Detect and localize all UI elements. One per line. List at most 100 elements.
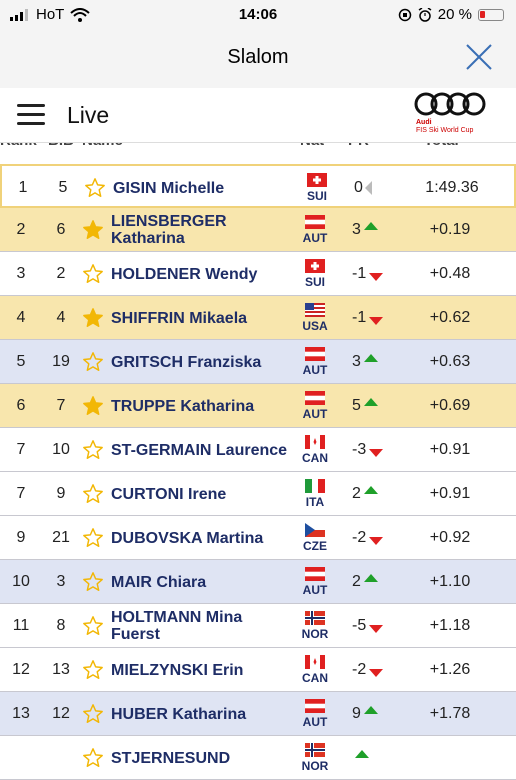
favorite-star-icon[interactable] (82, 384, 104, 428)
status-right: 20 % (398, 6, 504, 23)
athlete-name[interactable]: CURTONI Irene (111, 485, 227, 503)
table-row[interactable]: 2 6 LIENSBERGER Katharina AUT 3 +0.19 (0, 208, 516, 252)
position-change-value: -5 (352, 617, 367, 634)
flag-icon (305, 215, 325, 229)
trend-up-icon (363, 354, 378, 362)
results-list: 1 5 GISIN Michelle SUI 0 1:49.36 2 6 LIENSBERGER… (0, 164, 516, 780)
carrier-name: HoT (36, 6, 65, 23)
athlete-name[interactable]: SHIFFRIN Mikaela (111, 309, 248, 327)
athlete-name[interactable]: LIENSBERGER Katharina (111, 213, 227, 247)
section-title: Live (67, 102, 110, 128)
nation-code: AUT (302, 583, 328, 597)
nation-code: SUI (306, 189, 327, 203)
athlete-name[interactable]: HOLTMANN Mina Fuerst (111, 609, 243, 643)
bib-cell: 2 (56, 265, 66, 282)
table-row[interactable]: 13 12 HUBER Katharina AUT 9 +1.78 (0, 692, 516, 736)
position-change: 3 (352, 208, 392, 252)
athlete-name[interactable]: GISIN Michelle (113, 179, 225, 197)
favorite-star-icon[interactable] (82, 560, 104, 604)
table-row[interactable]: 7 9 CURTONI Irene ITA 2 +0.91 (0, 472, 516, 516)
table-row[interactable]: 7 10 ST-GERMAIN Laurence CAN -3 +0.91 (0, 428, 516, 472)
audi-rings-icon (414, 92, 486, 116)
trend-down-icon (369, 537, 384, 545)
favorite-star-icon[interactable] (82, 208, 104, 252)
trend-up-icon (363, 398, 378, 406)
athlete-name[interactable]: TRUPPE Katharina (111, 397, 255, 415)
favorite-star-icon[interactable] (82, 736, 104, 780)
window-titlebar: Slalom (0, 30, 516, 88)
table-row[interactable]: STJERNESUND NOR (0, 736, 516, 780)
table-row[interactable]: 6 7 TRUPPE Katharina AUT 5 +0.69 (0, 384, 516, 428)
rank-cell: 13 (12, 705, 30, 722)
table-row[interactable]: 5 19 GRITSCH Franziska AUT 3 +0.63 (0, 340, 516, 384)
bib-cell: 7 (56, 397, 66, 414)
athlete-name[interactable]: MIELZYNSKI Erin (111, 661, 244, 679)
nation-cell: NOR (298, 736, 332, 780)
wifi-icon (70, 7, 91, 22)
flag-icon (305, 611, 325, 625)
flag-icon (305, 655, 325, 669)
rank-cell: 7 (16, 485, 26, 502)
total-time: +0.63 (429, 353, 471, 370)
position-change (352, 736, 392, 780)
total-time (395, 736, 505, 780)
nation-cell: AUT (298, 692, 332, 736)
athlete-name[interactable]: MAIR Chiara (111, 573, 207, 591)
bib-cell: 6 (56, 221, 66, 238)
nation-code: AUT (302, 231, 328, 245)
table-row[interactable]: 3 2 HOLDENER Wendy SUI -1 +0.48 (0, 252, 516, 296)
rank-cell: 4 (16, 309, 26, 326)
alarm-icon (418, 7, 432, 22)
favorite-star-icon[interactable] (82, 252, 104, 296)
nation-code: NOR (301, 627, 329, 641)
rank-cell (0, 736, 42, 780)
table-row[interactable]: 12 13 MIELZYNSKI Erin CAN -2 +1.26 (0, 648, 516, 692)
position-change: 9 (352, 692, 392, 736)
bib-cell: 21 (52, 529, 70, 546)
favorite-star-icon[interactable] (82, 428, 104, 472)
trend-down-icon (369, 669, 384, 677)
favorite-star-icon[interactable] (82, 472, 104, 516)
nation-cell: CAN (298, 648, 332, 692)
favorite-star-icon[interactable] (82, 340, 104, 384)
rank-cell: 7 (16, 441, 26, 458)
table-row[interactable]: 1 5 GISIN Michelle SUI 0 1:49.36 (0, 164, 516, 208)
favorite-star-icon[interactable] (82, 604, 104, 648)
trend-up-icon (363, 706, 378, 714)
total-time: +0.91 (429, 485, 471, 502)
rank-cell: 3 (16, 265, 26, 282)
position-change: 2 (352, 560, 392, 604)
bib-cell: 5 (58, 179, 68, 196)
nation-code: ITA (305, 495, 325, 509)
athlete-name[interactable]: HUBER Katharina (111, 705, 247, 723)
clock: 14:06 (238, 6, 278, 23)
favorite-star-icon[interactable] (82, 516, 104, 560)
athlete-name[interactable]: HOLDENER Wendy (111, 265, 258, 283)
favorite-star-icon[interactable] (84, 166, 106, 210)
trend-up-icon (363, 574, 378, 582)
athlete-name[interactable]: ST-GERMAIN Laurence (111, 441, 288, 459)
total-time: +1.18 (429, 617, 471, 634)
athlete-name[interactable]: DUBOVSKA Martina (111, 529, 264, 547)
nation-code: USA (302, 319, 328, 333)
table-row[interactable]: 11 8 HOLTMANN Mina Fuerst NOR -5 +1.18 (0, 604, 516, 648)
nation-code: SUI (304, 275, 325, 289)
hamburger-menu-icon[interactable] (17, 104, 45, 126)
position-change-value: 2 (352, 485, 361, 502)
favorite-star-icon[interactable] (82, 692, 104, 736)
bib-cell: 8 (56, 617, 66, 634)
athlete-name[interactable]: GRITSCH Franziska (111, 353, 262, 371)
table-row[interactable]: 4 4 SHIFFRIN Mikaela USA -1 +0.62 (0, 296, 516, 340)
favorite-star-icon[interactable] (82, 296, 104, 340)
flag-icon (307, 173, 327, 187)
favorite-star-icon[interactable] (82, 648, 104, 692)
rank-cell: 10 (12, 573, 30, 590)
bib-cell: 9 (56, 485, 66, 502)
bib-cell: 13 (52, 661, 70, 678)
close-icon[interactable] (464, 42, 494, 72)
athlete-name[interactable]: STJERNESUND (111, 749, 231, 767)
total-time: +0.92 (429, 529, 471, 546)
table-row[interactable]: 10 3 MAIR Chiara AUT 2 +1.10 (0, 560, 516, 604)
trend-up-icon (363, 222, 378, 230)
table-row[interactable]: 9 21 DUBOVSKA Martina CZE -2 +0.92 (0, 516, 516, 560)
